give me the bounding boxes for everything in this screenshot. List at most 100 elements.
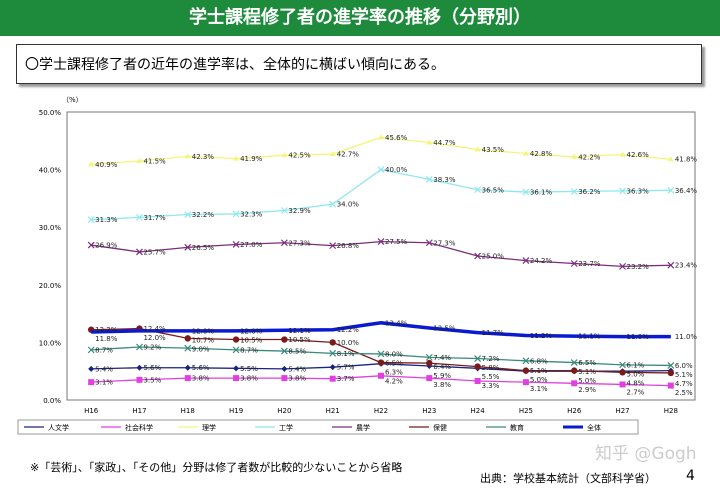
series-line-全体 bbox=[91, 321, 671, 339]
data-point bbox=[474, 146, 481, 152]
legend-label: 人文学 bbox=[48, 423, 69, 432]
data-point bbox=[136, 343, 143, 351]
data-label: 10.0% bbox=[337, 339, 360, 347]
x-tick-label: H22 bbox=[374, 407, 388, 415]
data-point bbox=[377, 166, 385, 174]
data-label: 41.5% bbox=[143, 157, 166, 165]
data-point bbox=[280, 207, 288, 214]
data-point bbox=[329, 364, 336, 371]
legend-label: 工学 bbox=[279, 423, 293, 432]
data-point bbox=[667, 362, 675, 369]
data-point bbox=[377, 238, 385, 246]
data-point bbox=[281, 375, 288, 382]
legend-label: 理学 bbox=[202, 423, 216, 432]
data-label: 11.2% bbox=[530, 332, 553, 340]
legend-label: 教育 bbox=[510, 423, 524, 432]
data-label: 3.3% bbox=[482, 382, 500, 390]
data-label: 2.9% bbox=[578, 386, 596, 394]
data-label: 24.2% bbox=[530, 257, 553, 265]
data-point bbox=[136, 248, 143, 256]
data-label: 12.0% bbox=[192, 327, 215, 335]
data-point bbox=[474, 252, 482, 260]
data-point bbox=[426, 375, 433, 382]
y-tick-label: 40.0% bbox=[39, 167, 62, 175]
data-label: 2.5% bbox=[675, 389, 693, 397]
data-label: 5.4% bbox=[288, 365, 306, 373]
data-label: 27.3% bbox=[288, 239, 311, 247]
data-label: 6.4% bbox=[433, 363, 451, 371]
page-number: 4 bbox=[686, 468, 695, 484]
data-point bbox=[329, 200, 337, 208]
data-point bbox=[87, 241, 95, 249]
data-point bbox=[667, 369, 675, 377]
data-point bbox=[88, 365, 95, 372]
data-point bbox=[619, 262, 626, 270]
data-point bbox=[522, 150, 529, 156]
data-point bbox=[619, 361, 626, 369]
data-label: 11.0% bbox=[627, 333, 650, 341]
data-label: 36.3% bbox=[627, 187, 650, 195]
data-point bbox=[329, 349, 337, 357]
data-label: 38.3% bbox=[433, 176, 456, 184]
data-label: 32.2% bbox=[192, 211, 215, 219]
watermark: 知乎 @Gogh bbox=[595, 444, 697, 464]
x-tick-label: H20 bbox=[277, 407, 291, 415]
y-tick-label: 0.0% bbox=[43, 397, 61, 405]
data-point bbox=[522, 367, 530, 374]
data-label: 5.0% bbox=[578, 377, 596, 385]
data-point bbox=[667, 186, 675, 194]
data-point bbox=[136, 157, 143, 163]
data-point bbox=[619, 151, 626, 157]
data-label: 8.7% bbox=[240, 346, 258, 354]
data-point bbox=[377, 359, 385, 366]
plot-frame bbox=[66, 111, 696, 401]
data-point bbox=[281, 336, 288, 343]
data-label: 8.7% bbox=[95, 346, 113, 354]
x-tick-label: H25 bbox=[519, 407, 533, 415]
data-point bbox=[184, 375, 191, 382]
data-label: 43.5% bbox=[482, 146, 505, 154]
data-point bbox=[570, 188, 578, 195]
data-point bbox=[425, 239, 433, 247]
data-point bbox=[474, 377, 481, 384]
data-label: 5.1% bbox=[578, 368, 596, 376]
data-point bbox=[329, 242, 337, 250]
data-point bbox=[619, 369, 626, 376]
data-point bbox=[136, 213, 143, 221]
data-label: 8.1% bbox=[337, 350, 355, 358]
data-label: 12.2% bbox=[95, 326, 118, 334]
data-label: 10.5% bbox=[288, 336, 311, 344]
data-label: 36.5% bbox=[482, 186, 505, 194]
y-axis-label: （%） bbox=[62, 96, 83, 104]
data-point bbox=[426, 139, 433, 145]
x-tick-label: H24 bbox=[471, 407, 486, 415]
x-tick-label: H21 bbox=[326, 407, 340, 415]
x-tick-label: H28 bbox=[664, 407, 678, 415]
data-label: 11.1% bbox=[578, 333, 601, 341]
data-label: 10.5% bbox=[240, 336, 263, 344]
data-label: 12.0% bbox=[240, 327, 263, 335]
data-point bbox=[281, 365, 288, 372]
data-label: 12.4% bbox=[143, 325, 166, 333]
data-label: 23.7% bbox=[578, 260, 601, 268]
data-label: 41.8% bbox=[675, 156, 698, 164]
data-label: 45.6% bbox=[385, 134, 408, 142]
data-label: 5.8% bbox=[482, 364, 500, 372]
y-tick-label: 10.0% bbox=[39, 339, 62, 347]
data-label: 36.1% bbox=[530, 189, 553, 197]
data-point bbox=[571, 367, 578, 374]
x-tick-label: H26 bbox=[567, 407, 582, 415]
data-point bbox=[522, 379, 529, 386]
y-tick-label: 50.0% bbox=[39, 109, 62, 117]
data-label: 42.3% bbox=[192, 153, 215, 161]
data-label: 3.8% bbox=[433, 381, 451, 389]
data-label: 26.5% bbox=[192, 244, 215, 252]
data-point bbox=[184, 335, 191, 342]
data-label: 7.4% bbox=[433, 354, 451, 362]
data-label: 36.2% bbox=[578, 188, 601, 196]
x-tick-label: H17 bbox=[132, 407, 146, 415]
data-label: 31.3% bbox=[95, 216, 118, 224]
data-label: 11.7% bbox=[482, 329, 505, 337]
data-point bbox=[232, 241, 240, 248]
data-label: 5.4% bbox=[95, 365, 113, 373]
